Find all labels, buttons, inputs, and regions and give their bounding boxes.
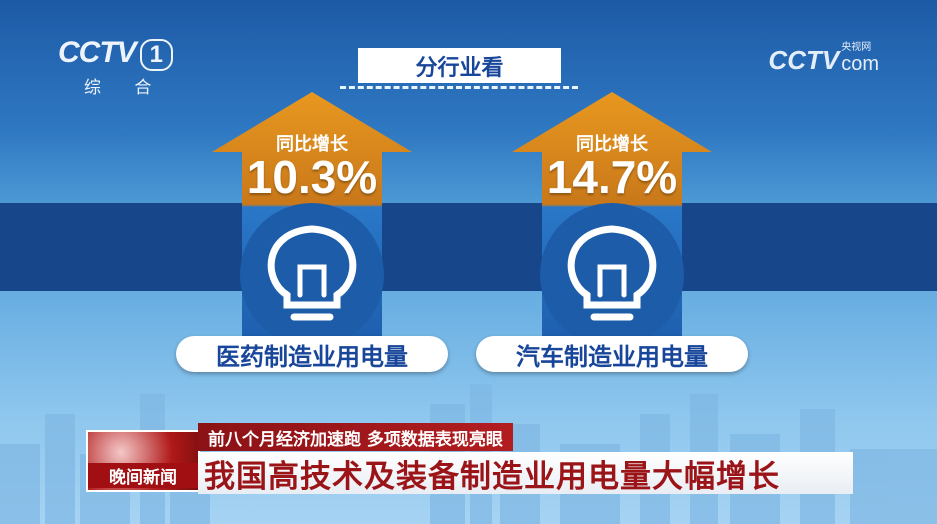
watermark-logo: CCTV xyxy=(768,45,840,75)
channel-number: 1 xyxy=(139,39,174,71)
news-subtitle: 前八个月经济加速跑 多项数据表现亮眼 xyxy=(198,423,513,451)
dashed-divider xyxy=(340,86,578,89)
yoy-caption: 同比增长 xyxy=(276,134,348,155)
lightbulb-icon xyxy=(267,225,357,321)
card-pharma: 同比增长 10.3% 医药制造业用电量 xyxy=(176,92,448,382)
card-auto: 同比增长 14.7% 汽车制造业用电量 xyxy=(476,92,748,382)
news-headline: 我国高技术及装备制造业用电量大幅增长 xyxy=(198,452,853,495)
growth-value: 10.3% xyxy=(246,151,378,203)
section-title: 分行业看 xyxy=(358,48,561,83)
lightbulb-icon xyxy=(567,225,657,321)
industry-label: 汽车制造业用电量 xyxy=(476,336,748,372)
watermark-cn: 央视网 xyxy=(841,42,872,53)
up-arrow-icon xyxy=(212,92,412,342)
industry-label: 医药制造业用电量 xyxy=(176,336,448,372)
dark-band xyxy=(0,203,937,291)
channel-name: 综 合 xyxy=(84,78,166,98)
cctv1-logo: CCTV 1 综 合 xyxy=(58,36,174,98)
cctv-com-watermark: CCTV 央视网 com xyxy=(768,38,879,76)
watermark-domain: com xyxy=(841,53,879,75)
yoy-caption: 同比增长 xyxy=(576,134,648,155)
cctv-logo-text: CCTV xyxy=(58,36,137,69)
growth-value: 14.7% xyxy=(546,151,678,203)
up-arrow-icon xyxy=(512,92,712,342)
program-name: 晚间新闻 xyxy=(88,463,198,488)
program-logo: 晚间新闻 xyxy=(86,430,200,492)
